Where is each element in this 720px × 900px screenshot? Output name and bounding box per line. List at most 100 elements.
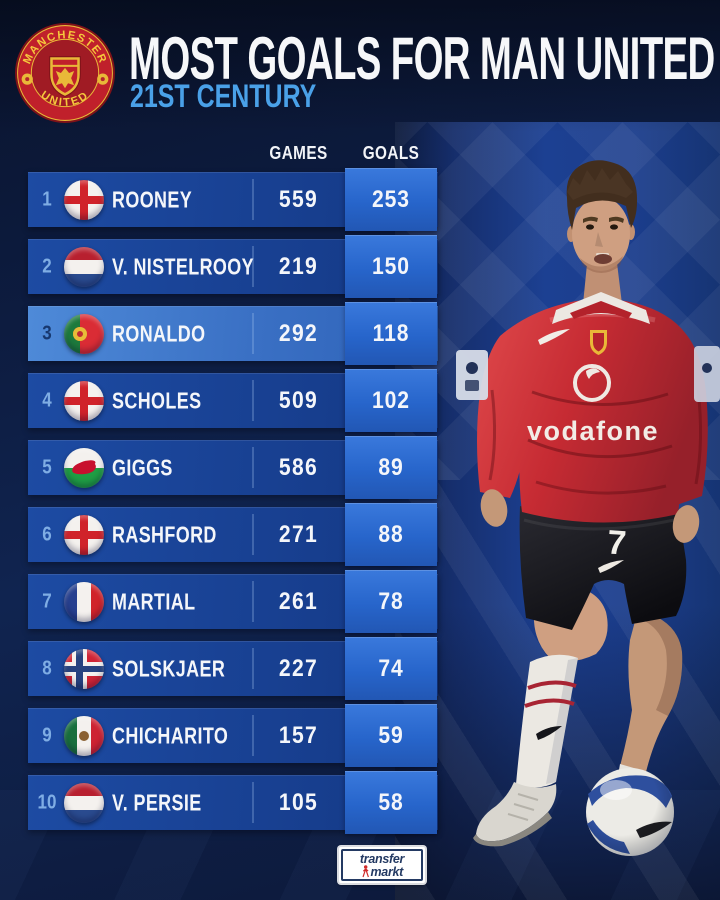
goals-value-box: 150 <box>345 235 437 298</box>
shorts-nike-swoosh-icon <box>598 560 624 573</box>
england-flag-icon <box>64 514 104 555</box>
mexico-flag-icon <box>64 715 104 756</box>
netherlands-flag-icon <box>64 246 104 287</box>
games-value: 271 <box>278 520 319 548</box>
table-row: 6 RASHFORD 271 88 <box>28 503 438 566</box>
transfermarkt-logo: transfer markt <box>339 847 425 883</box>
norway-flag-icon <box>64 648 104 689</box>
table-row: 8 SOLSKJAER 227 74 <box>28 637 438 700</box>
player-boot <box>476 782 557 842</box>
portugal-flag-icon <box>64 313 104 354</box>
table-row: 2 V. NISTELROOY 219 150 <box>28 235 438 298</box>
rank-label: 8 <box>42 657 52 679</box>
goals-value: 74 <box>378 654 404 682</box>
rank-label: 5 <box>42 456 52 478</box>
goals-value: 102 <box>372 386 410 414</box>
goals-value-box: 78 <box>345 570 437 633</box>
table-row: 3 RONALDO 292 118 <box>28 302 438 365</box>
page-subtitle: 21ST CENTURY <box>130 78 317 114</box>
player-right-hand <box>672 505 700 543</box>
transfermarkt-logo-inner: transfer markt <box>341 849 423 881</box>
goals-value-box: 118 <box>345 302 437 365</box>
player-name: V. NISTELROOY <box>112 253 254 279</box>
england-flag-icon <box>64 179 104 220</box>
player-name: MARTIAL <box>112 588 196 614</box>
goals-value: 78 <box>378 587 404 615</box>
man-united-crest-icon: MANCHESTER UNITED <box>15 23 115 123</box>
football <box>586 768 674 856</box>
games-value: 219 <box>278 252 319 280</box>
player-name: ROONEY <box>112 186 193 212</box>
brand-text-top: transfer <box>359 851 405 866</box>
goals-value: 59 <box>378 721 404 749</box>
table-row: 5 GIGGS 586 89 <box>28 436 438 499</box>
page-title: MOST GOALS FOR MAN UNITED <box>129 25 715 92</box>
player-name: SCHOLES <box>112 387 202 413</box>
nike-swoosh-icon <box>538 329 570 345</box>
rank-label: 9 <box>42 724 52 746</box>
player-name: GIGGS <box>112 454 173 480</box>
brand-text-bottom: markt <box>370 864 403 879</box>
rank-label: 6 <box>42 523 52 545</box>
rank-label: 10 <box>37 791 57 813</box>
table-row: 10 V. PERSIE 105 58 <box>28 771 438 834</box>
games-value: 105 <box>278 788 319 816</box>
ronaldo-photo: 7 <box>456 160 720 856</box>
vodafone-logo-icon <box>573 364 611 402</box>
column-headers: GAMES GOALS <box>28 143 438 163</box>
jersey-collar <box>552 292 650 324</box>
goals-value: 89 <box>378 453 404 481</box>
shirt-sponsor-text: vodafone <box>527 416 659 446</box>
goals-value-box: 88 <box>345 503 437 566</box>
background-vignette-top <box>0 0 720 132</box>
games-column-header: GAMES <box>269 143 328 163</box>
goals-value-box: 89 <box>345 436 437 499</box>
table-row: 9 CHICHARITO 157 59 <box>28 704 438 767</box>
goals-value: 253 <box>372 185 410 213</box>
rank-label: 3 <box>42 322 52 344</box>
player-name: RONALDO <box>112 320 206 346</box>
transfermarkt-player-icon <box>361 865 369 878</box>
goals-value-box: 74 <box>345 637 437 700</box>
player-left-hand <box>480 489 508 527</box>
goals-value-box: 102 <box>345 369 437 432</box>
player-shorts: 7 <box>519 506 687 630</box>
goals-value: 88 <box>378 520 404 548</box>
rank-label: 4 <box>42 389 52 411</box>
games-value: 586 <box>278 453 319 481</box>
table-row: 7 MARTIAL 261 78 <box>28 570 438 633</box>
table-rows: 1 ROONEY 559 253 2 V. NISTELROOY 219 150… <box>28 168 438 834</box>
games-value: 227 <box>278 654 319 682</box>
player-head <box>566 160 638 304</box>
rank-label: 1 <box>42 188 52 210</box>
player-name: SOLSKJAER <box>112 655 226 681</box>
player-forward-leg <box>473 654 578 847</box>
player-name: RASHFORD <box>112 521 217 547</box>
player-name: CHICHARITO <box>112 722 229 748</box>
table-row: 1 ROONEY 559 253 <box>28 168 438 231</box>
sleeve-badge-right <box>694 346 720 402</box>
shirt-number: 7 <box>606 523 628 562</box>
england-flag-icon <box>64 380 104 421</box>
goals-value: 58 <box>378 788 404 816</box>
goals-value: 118 <box>372 319 410 347</box>
games-value: 261 <box>278 587 319 615</box>
wales-flag-icon <box>64 447 104 488</box>
sleeve-badge <box>456 350 488 400</box>
france-flag-icon <box>64 581 104 622</box>
player-name: V. PERSIE <box>112 789 202 815</box>
goals-value-box: 59 <box>345 704 437 767</box>
games-value: 292 <box>278 319 319 347</box>
goals-value: 150 <box>372 252 410 280</box>
games-value: 559 <box>278 185 319 213</box>
goals-column-header: GOALS <box>362 143 420 163</box>
rank-label: 2 <box>42 255 52 277</box>
games-value: 509 <box>278 386 319 414</box>
player-jersey <box>456 298 720 523</box>
table-row: 4 SCHOLES 509 102 <box>28 369 438 432</box>
rank-label: 7 <box>42 590 52 612</box>
chest-logos: vodafone <box>527 329 659 446</box>
games-value: 157 <box>278 721 319 749</box>
goals-value-box: 253 <box>345 168 437 231</box>
